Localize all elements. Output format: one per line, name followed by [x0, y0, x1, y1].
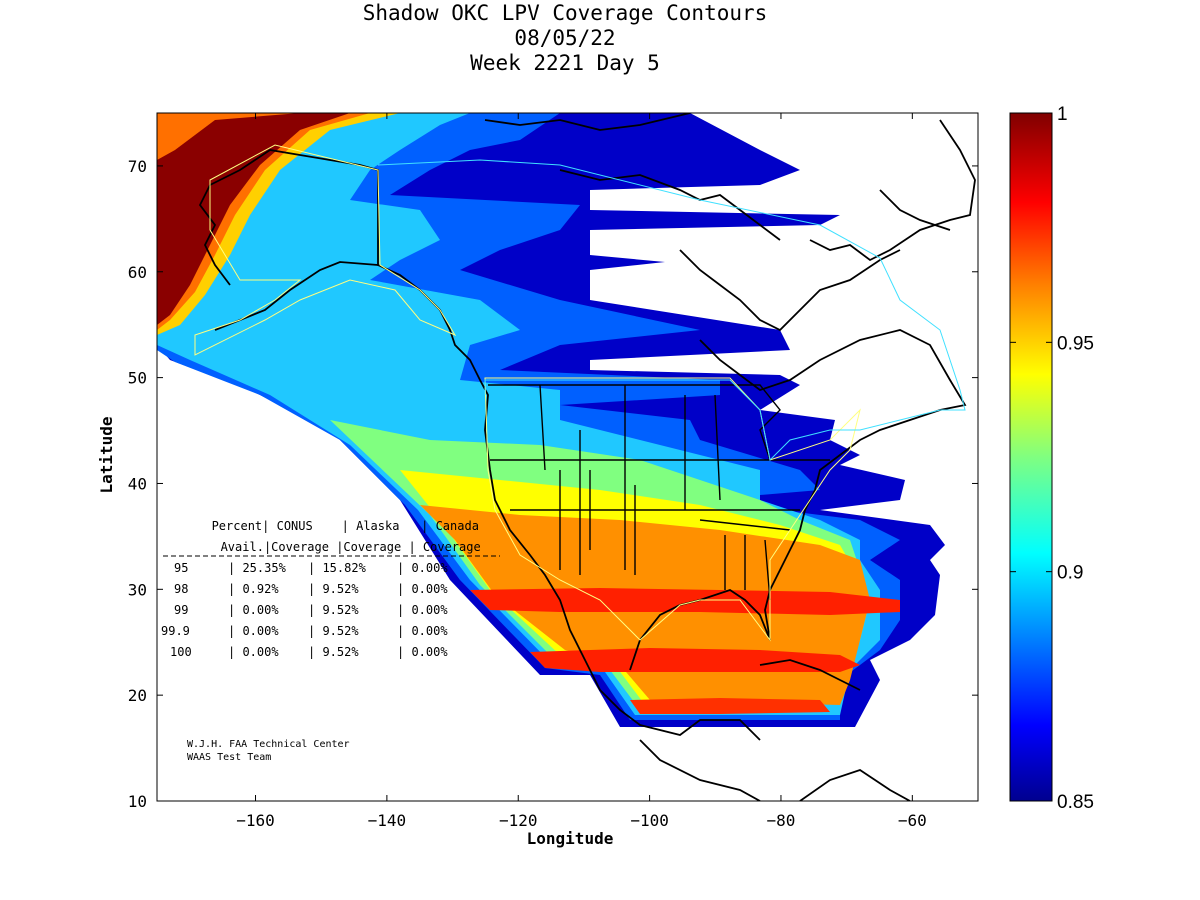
y-axis-ticks: 10 20 30 40 50 60 70 — [128, 157, 978, 811]
y-axis-label: Latitude — [97, 416, 116, 493]
table-header-alaska: Alaska — [356, 519, 399, 533]
table-cell: 95 — [174, 561, 188, 575]
colorbar-tick-label: 1 — [1057, 104, 1068, 125]
y-tick-label: 40 — [128, 474, 147, 493]
contour-layer — [157, 113, 945, 727]
credit-line2: WAAS Test Team — [187, 752, 271, 763]
table-cell: | 0.00% — [397, 561, 448, 575]
colorbar-tick-label: 0.9 — [1057, 563, 1083, 584]
y-tick-label: 70 — [128, 157, 147, 176]
coverage-band-red-3 — [630, 698, 830, 714]
table-cell: | 0.92% — [228, 582, 279, 596]
credit-line1: W.J.H. FAA Technical Center — [187, 739, 350, 750]
table-header-canada: Canada — [436, 519, 479, 533]
table-header-row1: Percent| CONUS | Alaska | Canada — [161, 519, 515, 533]
table-header-canada-cov: Coverage — [423, 540, 481, 554]
colorbar-tick-label: 0.95 — [1057, 333, 1094, 354]
coverage-band-alaska-red — [157, 113, 350, 325]
table-cell: | 0.00% — [397, 603, 448, 617]
table-header-conus-cov: Coverage — [271, 540, 329, 554]
y-tick-label: 50 — [128, 369, 147, 388]
table-header-alaska-cov: Coverage — [343, 540, 401, 554]
table-cell: | 25.35% — [228, 561, 287, 575]
table-cell: | 9.52% — [308, 582, 359, 596]
y-tick-label: 20 — [128, 686, 147, 705]
x-axis-label: Longitude — [527, 829, 614, 848]
chart-date: 08/05/22 — [514, 26, 616, 50]
coverage-band-red-1 — [470, 588, 900, 615]
coverage-band-red-2 — [530, 648, 860, 672]
table-cell: | 0.00% — [397, 645, 448, 659]
y-tick-label: 60 — [128, 263, 147, 282]
colorbar-tick-label: 0.85 — [1057, 792, 1094, 813]
table-cell: | 0.00% — [228, 624, 279, 638]
table-cell: | 9.52% — [308, 645, 359, 659]
service-area-outlines — [194, 144, 966, 642]
table-cell: | 0.00% — [228, 603, 279, 617]
table-cell: | 9.52% — [308, 603, 359, 617]
table-cell: 98 — [174, 582, 188, 596]
table-cell: | 9.52% — [308, 624, 359, 638]
table-cell: 99 — [174, 603, 188, 617]
x-tick-label: −140 — [368, 811, 407, 830]
x-tick-label: −120 — [499, 811, 538, 830]
x-tick-label: −160 — [236, 811, 275, 830]
colorbar — [1009, 112, 1053, 802]
table-header-conus: CONUS — [277, 519, 313, 533]
y-tick-label: 30 — [128, 580, 147, 599]
plot-frame — [156, 112, 979, 802]
table-cell: | 0.00% — [228, 645, 279, 659]
chart-title: Shadow OKC LPV Coverage Contours — [362, 1, 768, 25]
table-cell: | 0.00% — [397, 582, 448, 596]
table-header-percent: Percent — [212, 519, 263, 533]
x-tick-label: −100 — [630, 811, 669, 830]
x-tick-label: −80 — [767, 811, 796, 830]
y-tick-label: 10 — [128, 792, 147, 811]
chart-week: Week 2221 Day 5 — [470, 51, 660, 75]
coverage-table: Percent| CONUS | Alaska | Canada Avail.|… — [161, 519, 517, 659]
table-cell: | 15.82% — [308, 561, 367, 575]
table-rows: 95 | 25.35% | 15.82% | 0.00% 98 | 0.92% | 9.52… — [161, 561, 448, 659]
colorbar-ticks: 1 0.95 0.9 0.85 — [1010, 104, 1094, 813]
x-axis-ticks: −160 −140 −120 −100 −80 −60 — [236, 113, 927, 830]
table-header-row2: Avail.|Coverage |Coverage | Coverage — [170, 540, 517, 554]
x-tick-label: −60 — [898, 811, 927, 830]
state-borders — [488, 384, 830, 601]
table-cell: | 0.00% — [397, 624, 448, 638]
table-header-avail: Avail. — [221, 540, 264, 554]
table-cell: 100 — [170, 645, 192, 659]
table-cell: 99.9 — [161, 624, 190, 638]
